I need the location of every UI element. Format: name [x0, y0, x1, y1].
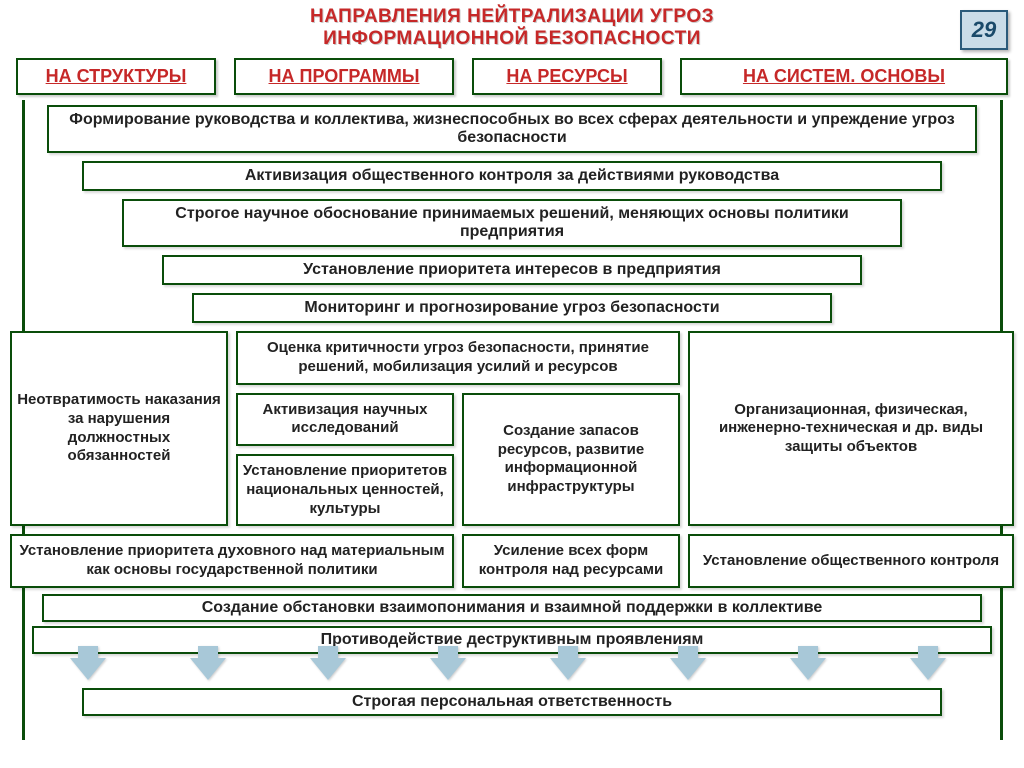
cell-national-values: Установление приоритетов национальных це… [236, 454, 454, 526]
row-priority: Установление приоритета интересов в пред… [162, 255, 862, 285]
row-monitoring: Мониторинг и прогнозирование угроз безоп… [192, 293, 832, 323]
header-structures: НА СТРУКТУРЫ [16, 58, 216, 95]
content-area: НА СТРУКТУРЫ НА ПРОГРАММЫ НА РЕСУРСЫ НА … [0, 58, 1024, 716]
header-row: НА СТРУКТУРЫ НА ПРОГРАММЫ НА РЕСУРСЫ НА … [10, 58, 1014, 95]
arrow-row [10, 658, 1014, 688]
arrow-icon [190, 658, 226, 680]
row-formation: Формирование руководства и коллектива, ж… [47, 105, 977, 153]
header-programs: НА ПРОГРАММЫ [234, 58, 454, 95]
header-resources: НА РЕСУРСЫ [472, 58, 662, 95]
arrow-icon [550, 658, 586, 680]
header-system-basis: НА СИСТЕМ. ОСНОВЫ [680, 58, 1008, 95]
row-scientific: Строгое научное обоснование принимаемых … [122, 199, 902, 247]
row-activation: Активизация общественного контроля за де… [82, 161, 942, 191]
cell-protection-types: Организационная, физическая, инженерно-т… [688, 331, 1014, 526]
row-responsibility: Строгая персональная ответственность [82, 688, 942, 716]
page-number-badge: 29 [960, 10, 1008, 50]
grid-area: Неотвратимость наказания за нарушения до… [10, 331, 1014, 588]
arrow-icon [670, 658, 706, 680]
arrow-icon [910, 658, 946, 680]
title-line-1: НАПРАВЛЕНИЯ НЕЙТРАЛИЗАЦИИ УГРОЗ [0, 6, 1024, 28]
arrow-icon [790, 658, 826, 680]
arrow-icon [70, 658, 106, 680]
title-block: НАПРАВЛЕНИЯ НЕЙТРАЛИЗАЦИИ УГРОЗ ИНФОРМАЦ… [0, 0, 1024, 50]
arrow-icon [430, 658, 466, 680]
row-mutual-support: Создание обстановки взаимопонимания и вз… [42, 594, 982, 622]
cell-research: Активизация научных исследований [236, 393, 454, 447]
cell-resource-control: Усиление всех форм контроля над ресурсам… [462, 534, 680, 588]
cell-spiritual: Установление приоритета духовного над ма… [10, 534, 454, 588]
cell-reserves: Создание запасов ресурсов, развитие инфо… [462, 393, 680, 527]
row-counter-destructive: Противодействие деструктивным проявления… [32, 626, 992, 654]
cell-criticality: Оценка критичности угроз безопасности, п… [236, 331, 680, 385]
title-line-2: ИНФОРМАЦИОННОЙ БЕЗОПАСНОСТИ [0, 28, 1024, 50]
cell-punishment: Неотвратимость наказания за нарушения до… [10, 331, 228, 526]
cell-public-control: Установление общественного контроля [688, 534, 1014, 588]
arrow-icon [310, 658, 346, 680]
